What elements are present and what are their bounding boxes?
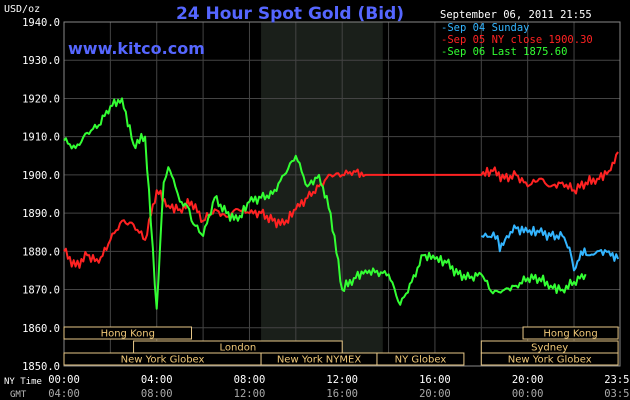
website-link[interactable]: www.kitco.com [68, 39, 205, 58]
x-tick-label-gmt: 20:00 [419, 388, 451, 400]
x-tick-label-gmt: 08:00 [141, 388, 173, 400]
y-tick-label: 1860.0 [22, 323, 60, 335]
y-tick-label: 1880.0 [22, 246, 60, 258]
y-tick-label: 1900.0 [22, 170, 60, 182]
session-label: Hong Kong [101, 329, 155, 340]
session-label: NY Globex [395, 355, 447, 366]
legend-entry: -Sep 06 Last 1875.60 [441, 46, 567, 58]
series-line-sep-05-ny-close-1900-30 [63, 151, 619, 269]
nymex-shaded-region [261, 22, 383, 366]
x-tick-label-gmt: 00:00 [512, 388, 544, 400]
y-tick-label: 1930.0 [22, 55, 60, 67]
y-tick-label: 1870.0 [22, 285, 60, 297]
y-tick-label: 1850.0 [22, 361, 60, 373]
y-tick-label: 1890.0 [22, 208, 60, 220]
session-label: New York Globex [121, 355, 205, 366]
y-tick-label: 1910.0 [22, 132, 60, 144]
session-bar [480, 352, 619, 366]
session-label: Hong Kong [543, 329, 597, 340]
series-line-sep-06-last-1875-60 [63, 97, 587, 310]
session-bar [376, 352, 465, 366]
x-tick-label-ny: 08:00 [234, 374, 266, 386]
session-bar [522, 326, 619, 340]
session-bar [63, 326, 193, 340]
session-label: Sydney [531, 343, 568, 354]
series-line-sep-04-sunday [480, 224, 620, 272]
x-tick-label-gmt: 04:00 [48, 388, 80, 400]
session-label: New York Globex [508, 355, 592, 366]
x-tick-label-ny: 04:00 [141, 374, 173, 386]
x-tick-label-gmt: 16:00 [326, 388, 358, 400]
legend-entry: -Sep 05 NY close 1900.30 [441, 34, 593, 46]
session-label: London [220, 343, 257, 354]
x-tick-label-ny: 20:00 [512, 374, 544, 386]
date-label: September 06, 2011 21:55 [440, 9, 592, 21]
legend-entry: -Sep 04 Sunday [441, 22, 530, 34]
x-tick-label-ny: 23:59 [604, 374, 630, 386]
legend: -Sep 04 Sunday-Sep 05 NY close 1900.30-S… [441, 22, 593, 58]
y-tick-label: 1940.0 [22, 17, 60, 29]
x-tick-label-gmt: 12:00 [234, 388, 266, 400]
x-tick-label-ny: 12:00 [326, 374, 358, 386]
x-axis-gmt-label: GMT [10, 390, 27, 400]
session-label: New York NYMEX [277, 355, 362, 366]
y-axis-label: USD/oz [4, 4, 40, 15]
x-tick-label-ny: 16:00 [419, 374, 451, 386]
y-tick-label: 1920.0 [22, 93, 60, 105]
chart-title: 24 Hour Spot Gold (Bid) [176, 4, 404, 24]
x-axis-ny-label: NY Time [4, 377, 42, 387]
x-tick-label-gmt: 03:59 [604, 388, 630, 400]
plot-border [63, 21, 621, 367]
x-tick-label-ny: 00:00 [48, 374, 80, 386]
